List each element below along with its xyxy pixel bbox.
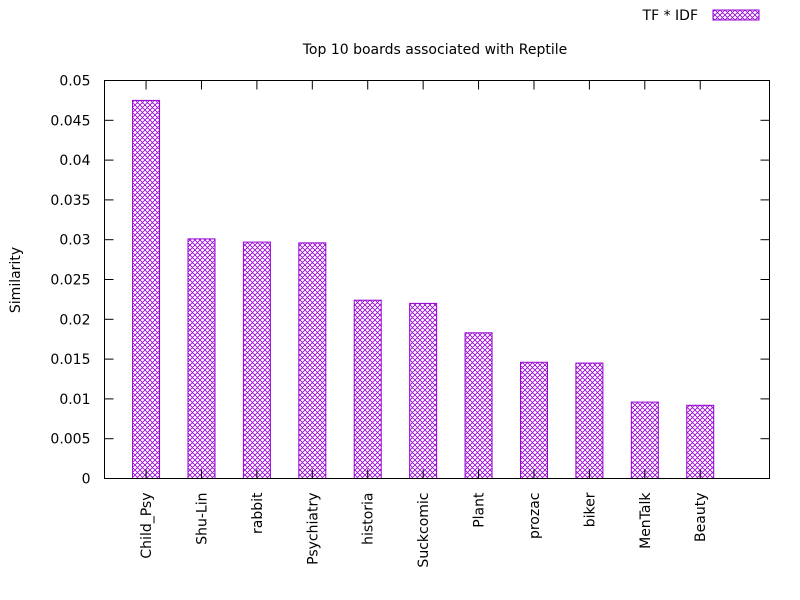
x-tick-label: prozac	[527, 493, 543, 540]
x-tick-label: Child_Psy	[139, 493, 155, 559]
y-tick-label: 0	[82, 472, 91, 488]
y-tick-label: 0.035	[50, 193, 90, 209]
x-axis: Child_Psy Shu-Lin rabbit Psychiatry historia…	[139, 80, 709, 568]
x-tick-label: rabbit	[250, 492, 266, 534]
bar-rabbit	[242, 241, 271, 479]
bar-shu-lin	[187, 238, 216, 479]
bar-child-psy	[132, 99, 161, 480]
x-tick-label: Beauty	[693, 493, 709, 542]
legend-label: TF * IDF	[642, 8, 698, 24]
bar-mentalk	[630, 401, 659, 480]
y-tick-label: 0.04	[59, 153, 90, 169]
y-axis: 0 0.005 0.01 0.015 0.02 0.025 0.03 0.035 0.04 0.0…	[50, 74, 770, 488]
x-tick-label: Psychiatry	[305, 493, 321, 565]
bar-plant	[464, 332, 493, 479]
y-tick-label: 0.01	[59, 392, 90, 408]
x-tick-label: MenTalk	[638, 492, 654, 549]
x-tick-label: Plant	[472, 492, 488, 528]
y-tick-label: 0.005	[50, 432, 90, 448]
x-tick-label: biker	[582, 492, 598, 527]
y-tick-label: 0.015	[50, 352, 90, 368]
y-tick-label: 0.045	[50, 113, 90, 129]
x-tick-label: Shu-Lin	[194, 493, 210, 545]
x-tick-label: historia	[361, 493, 377, 545]
bars-group	[132, 99, 715, 480]
y-tick-label: 0.03	[59, 233, 90, 249]
y-tick-label: 0.02	[59, 312, 90, 328]
x-tick-label: Suckcomic	[416, 493, 432, 568]
bar-psychiatry	[298, 242, 327, 479]
bar-historia	[353, 299, 382, 480]
y-tick-label: 0.05	[59, 74, 90, 90]
plot-frame	[104, 80, 770, 479]
legend: TF * IDF	[642, 8, 760, 24]
chart-title: Top 10 boards associated with Reptile	[302, 42, 567, 58]
bar-prozac	[519, 361, 548, 479]
legend-swatch	[712, 9, 760, 21]
bar-beauty	[686, 404, 715, 480]
y-axis-label: Similarity	[8, 247, 24, 313]
bar-biker	[575, 362, 604, 479]
y-tick-label: 0.025	[50, 273, 90, 289]
bar-suckcomic	[409, 302, 438, 479]
